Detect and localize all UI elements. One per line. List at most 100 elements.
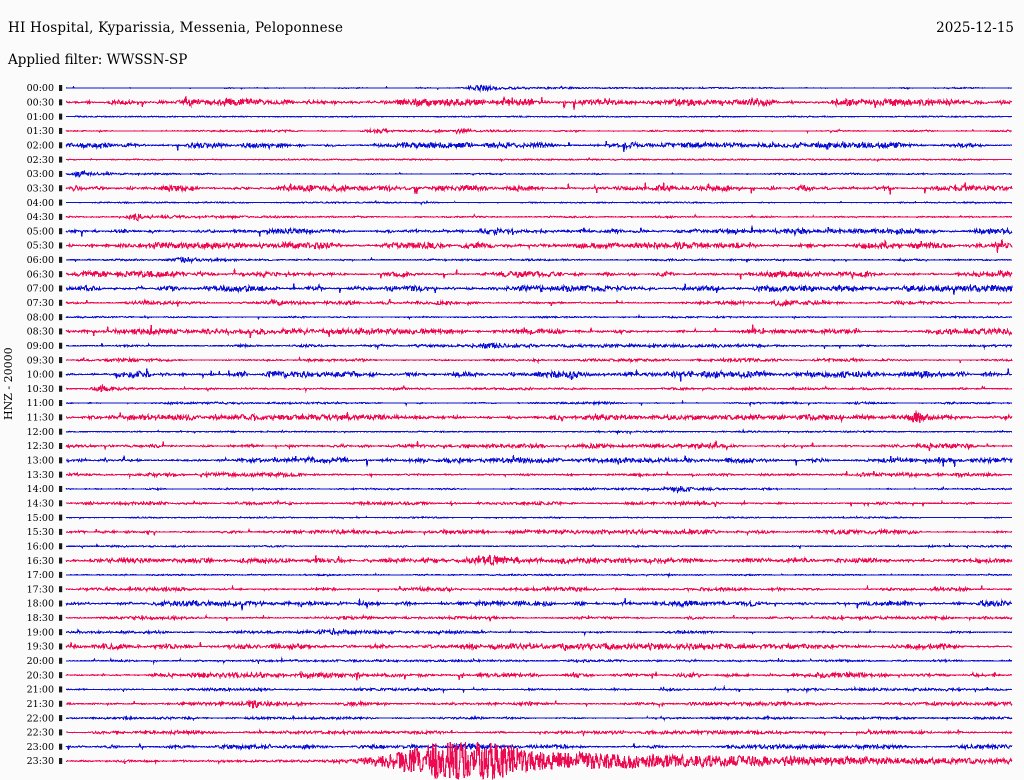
time-axis-label: 04:30 bbox=[27, 212, 54, 223]
time-axis-label: 11:30 bbox=[27, 413, 54, 424]
time-axis-label: 09:00 bbox=[27, 341, 54, 352]
row-tick-mark bbox=[59, 213, 63, 220]
row-tick-mark bbox=[59, 342, 63, 349]
time-axis-label: 13:30 bbox=[27, 470, 54, 481]
time-axis-label: 05:30 bbox=[27, 241, 54, 252]
row-tick-mark bbox=[59, 156, 63, 163]
page-title: HI Hospital, Kyparissia, Messenia, Pelop… bbox=[8, 20, 344, 36]
seismic-trace bbox=[65, 440, 1013, 451]
row-tick-mark bbox=[59, 271, 63, 278]
time-axis-label: 06:00 bbox=[27, 255, 54, 266]
time-axis-label: 21:00 bbox=[27, 685, 54, 696]
row-tick-mark bbox=[59, 543, 63, 550]
seismic-trace bbox=[65, 313, 1013, 321]
seismic-trace bbox=[65, 613, 1013, 622]
record-date: 2025-12-15 bbox=[936, 20, 1014, 36]
time-axis-label: 09:30 bbox=[27, 355, 54, 366]
time-axis-label: 10:00 bbox=[27, 370, 54, 381]
time-axis-label: 15:30 bbox=[27, 527, 54, 538]
seismic-trace bbox=[65, 499, 1013, 508]
row-tick-mark bbox=[59, 485, 63, 492]
seismic-trace bbox=[65, 225, 1013, 237]
row-tick-mark bbox=[59, 686, 63, 693]
seismic-trace bbox=[65, 428, 1013, 436]
seismic-trace bbox=[65, 256, 1013, 264]
time-axis-label: 02:30 bbox=[27, 155, 54, 166]
seismic-trace bbox=[65, 584, 1013, 593]
time-axis-label: 01:00 bbox=[27, 112, 54, 123]
seismic-trace bbox=[65, 399, 1013, 408]
seismic-trace bbox=[65, 515, 1013, 520]
time-axis-label: 20:00 bbox=[27, 656, 54, 667]
time-axis-label: 03:30 bbox=[27, 183, 54, 194]
time-axis-label: 01:30 bbox=[27, 126, 54, 137]
seismic-trace bbox=[65, 383, 1013, 393]
row-tick-mark bbox=[59, 414, 63, 421]
time-axis-label: 21:30 bbox=[27, 699, 54, 710]
time-axis-label: 22:00 bbox=[27, 713, 54, 724]
row-tick-mark bbox=[59, 285, 63, 292]
time-axis-label: 15:00 bbox=[27, 513, 54, 524]
row-tick-mark bbox=[59, 571, 63, 578]
seismic-trace bbox=[65, 368, 1013, 382]
seismic-trace bbox=[65, 741, 1013, 751]
seismic-trace bbox=[65, 342, 1013, 351]
applied-filter-label: Applied filter: WWSSN-SP bbox=[8, 52, 188, 68]
row-tick-mark bbox=[59, 700, 63, 707]
seismic-trace bbox=[65, 554, 1013, 567]
seismic-trace bbox=[65, 684, 1013, 694]
time-axis-label: 18:00 bbox=[27, 599, 54, 610]
time-axis-label: 22:30 bbox=[27, 728, 54, 739]
seismic-trace bbox=[65, 156, 1013, 163]
seismic-trace bbox=[65, 115, 1013, 119]
row-tick-mark bbox=[59, 357, 63, 364]
row-tick-mark bbox=[59, 743, 63, 750]
seismic-trace bbox=[65, 169, 1013, 179]
seismic-trace bbox=[65, 84, 1013, 93]
row-tick-mark bbox=[59, 228, 63, 235]
time-axis-label: 23:00 bbox=[27, 742, 54, 753]
time-axis-label: 08:00 bbox=[27, 312, 54, 323]
row-tick-mark bbox=[59, 629, 63, 636]
seismic-trace bbox=[65, 670, 1013, 681]
time-axis-label: 19:00 bbox=[27, 627, 54, 638]
row-tick-mark bbox=[59, 514, 63, 521]
seismic-trace bbox=[65, 96, 1013, 110]
time-axis-label: 00:00 bbox=[27, 83, 54, 94]
time-axis-label: 04:00 bbox=[27, 198, 54, 209]
row-tick-mark bbox=[59, 586, 63, 593]
row-tick-mark bbox=[59, 328, 63, 335]
seismic-trace bbox=[65, 714, 1013, 722]
seismic-trace bbox=[65, 199, 1013, 206]
row-tick-mark bbox=[59, 299, 63, 306]
seismic-trace bbox=[65, 470, 1013, 479]
seismic-trace bbox=[65, 699, 1013, 709]
row-tick-mark bbox=[59, 657, 63, 664]
seismic-trace bbox=[65, 527, 1013, 537]
time-axis-label: 03:00 bbox=[27, 169, 54, 180]
row-tick-mark bbox=[59, 85, 63, 91]
time-axis-label: 11:00 bbox=[27, 398, 54, 409]
time-axis-label: 08:30 bbox=[27, 327, 54, 338]
time-axis-label: 07:30 bbox=[27, 298, 54, 309]
seismic-trace bbox=[65, 140, 1013, 152]
time-axis-label: 23:30 bbox=[27, 756, 54, 767]
row-tick-mark bbox=[59, 170, 63, 177]
row-tick-mark bbox=[59, 528, 63, 535]
seismic-trace bbox=[65, 728, 1013, 738]
time-axis-label: 12:30 bbox=[27, 441, 54, 452]
seismic-trace bbox=[65, 410, 1013, 424]
time-axis-label: 05:00 bbox=[27, 226, 54, 237]
time-axis-label: 10:30 bbox=[27, 384, 54, 395]
seismic-trace bbox=[65, 572, 1013, 579]
row-tick-mark bbox=[59, 457, 63, 464]
time-axis-label: 06:30 bbox=[27, 269, 54, 280]
seismic-trace bbox=[65, 298, 1013, 307]
row-tick-mark bbox=[59, 113, 63, 120]
seismic-trace bbox=[65, 485, 1013, 494]
row-tick-mark bbox=[59, 471, 63, 478]
row-tick-mark bbox=[59, 199, 63, 206]
time-axis-label: 17:00 bbox=[27, 570, 54, 581]
